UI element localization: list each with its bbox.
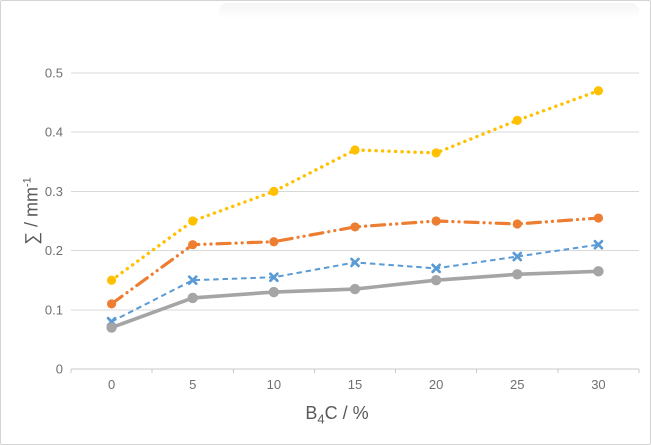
data-point-yellow-dotted [106,275,117,285]
x-tick-label: 20 [429,377,443,392]
data-point-blue-dashed [593,239,604,250]
data-point-orange-long-dash-dot-dot [269,237,279,247]
data-point-yellow-dotted [350,145,360,155]
x-tick-label: 15 [348,377,362,392]
data-point-gray-solid [512,269,523,280]
data-point-orange-long-dash-dot-dot [350,222,360,232]
data-point-orange-long-dash-dot-dot [431,216,441,226]
data-point-blue-dashed [187,275,198,286]
x-tick-label: 25 [510,377,524,392]
series-line-gray-solid [109,269,601,330]
y-tick-label: 0.4 [45,125,63,140]
x-axis-title-text: B [305,403,318,423]
x-tick-label: 30 [591,377,605,392]
data-point-yellow-dotted [431,148,441,158]
y-tick-label: 0.3 [45,184,63,199]
data-point-yellow-dotted [269,186,279,196]
data-point-orange-long-dash-dot-dot [593,213,604,223]
x-tick-label: 10 [267,377,281,392]
y-axis-title-superscript: -1 [21,177,34,188]
data-point-gray-solid [268,286,280,298]
y-tick-label: 0.5 [45,66,63,81]
series-line-yellow-dotted [109,89,601,282]
x-tick-label: 5 [189,377,196,392]
data-point-blue-dashed [269,272,279,283]
y-tick-label: 0 [56,362,63,377]
data-point-gray-solid [593,266,604,277]
data-point-yellow-dotted [512,115,522,125]
data-point-blue-dashed [350,257,360,268]
y-axis-title-text: ∑ / mm [21,187,42,245]
data-point-gray-solid [187,292,198,304]
y-tick-label: 0.1 [45,302,63,317]
data-point-gray-solid [349,283,361,295]
x-tick-label: 0 [108,377,115,392]
x-axis-title-suffix: C / % [324,403,369,423]
data-point-gray-solid [106,322,117,333]
data-point-orange-long-dash-dot-dot [512,219,522,229]
data-point-blue-dashed [512,251,523,262]
data-point-orange-long-dash-dot-dot [106,299,117,309]
y-tick-label: 0.2 [45,243,63,258]
data-point-orange-long-dash-dot-dot [188,240,198,250]
x-axis-title: B4C / % [305,403,368,427]
data-point-yellow-dotted [593,86,604,96]
data-point-gray-solid [430,275,442,286]
data-point-blue-dashed [431,263,441,274]
data-point-yellow-dotted [188,216,198,226]
y-axis-title: ∑ / mm-1 [22,177,43,245]
x-axis-title-subscript: 4 [317,411,325,427]
